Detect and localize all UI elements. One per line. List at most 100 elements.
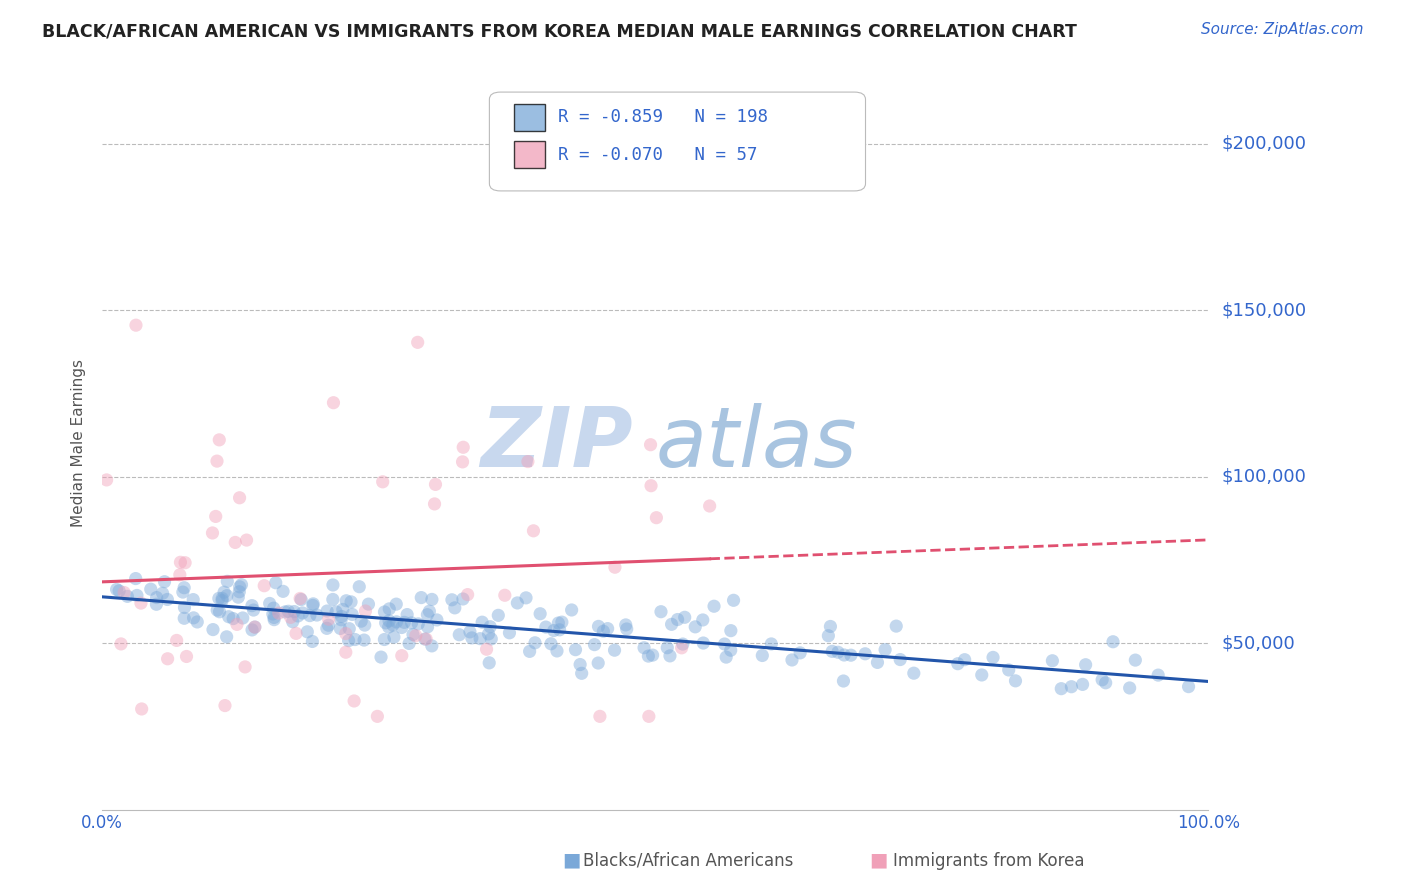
Point [673, 610, 696, 624]
Point [302, 599, 325, 613]
Point [232, 611, 254, 625]
Point [240, 623, 263, 637]
Point [330, 609, 353, 624]
Point [357, 597, 380, 611]
Point [214, 698, 236, 713]
Point [889, 652, 911, 666]
Point [277, 604, 299, 618]
Point [1040, 654, 1063, 668]
Point [821, 644, 844, 658]
Point [475, 642, 498, 657]
Point [169, 567, 191, 582]
Point [325, 605, 347, 619]
Point [156, 652, 179, 666]
Point [571, 666, 593, 681]
Point [382, 630, 405, 644]
Point [592, 624, 614, 639]
Point [461, 631, 484, 645]
Point [215, 630, 238, 644]
Point [524, 636, 547, 650]
Point [391, 648, 413, 663]
Point [370, 650, 392, 665]
Point [641, 648, 664, 662]
Point [263, 613, 285, 627]
Point [228, 580, 250, 594]
Text: $50,000: $50,000 [1222, 634, 1295, 652]
Point [242, 603, 264, 617]
Point [340, 607, 363, 622]
Point [366, 709, 388, 723]
Point [471, 615, 494, 630]
Point [853, 647, 876, 661]
Point [105, 582, 128, 597]
Point [1050, 681, 1073, 696]
FancyBboxPatch shape [489, 92, 866, 191]
Point [616, 622, 638, 636]
Point [401, 615, 423, 630]
Point [243, 620, 266, 634]
Point [561, 603, 583, 617]
Text: atlas: atlas [655, 403, 856, 484]
Point [699, 499, 721, 513]
Point [173, 600, 195, 615]
Point [586, 656, 609, 670]
Point [420, 592, 443, 607]
Point [330, 613, 353, 627]
Point [335, 645, 357, 659]
Point [479, 620, 502, 634]
Point [411, 591, 433, 605]
Point [780, 653, 803, 667]
Point [426, 613, 449, 627]
Point [231, 577, 253, 591]
Point [405, 629, 427, 643]
Point [588, 619, 610, 633]
Point [211, 591, 233, 606]
Point [211, 593, 233, 607]
Text: Blacks/African Americans: Blacks/African Americans [583, 852, 794, 870]
Point [637, 709, 659, 723]
Point [953, 653, 976, 667]
Point [125, 589, 148, 603]
Point [322, 592, 344, 607]
Point [789, 646, 811, 660]
Text: $200,000: $200,000 [1222, 135, 1306, 153]
Point [349, 580, 371, 594]
Point [224, 535, 246, 549]
Point [820, 619, 842, 633]
Point [235, 533, 257, 547]
Point [875, 642, 897, 657]
Point [603, 560, 626, 574]
Point [318, 612, 340, 626]
Point [217, 574, 239, 589]
Text: Source: ZipAtlas.com: Source: ZipAtlas.com [1201, 22, 1364, 37]
Point [125, 318, 148, 333]
Point [402, 627, 425, 641]
Point [337, 633, 360, 648]
Point [564, 642, 586, 657]
Point [208, 433, 231, 447]
Point [305, 608, 328, 623]
FancyBboxPatch shape [513, 103, 544, 131]
Point [315, 621, 337, 635]
Point [332, 602, 354, 616]
Point [415, 632, 437, 646]
Point [316, 604, 339, 618]
Point [903, 666, 925, 681]
Point [108, 583, 131, 598]
Point [1074, 657, 1097, 672]
Point [827, 645, 849, 659]
Point [603, 643, 626, 657]
Point [551, 615, 574, 629]
Point [720, 624, 742, 638]
FancyBboxPatch shape [513, 141, 544, 169]
Point [692, 636, 714, 650]
Point [186, 615, 208, 629]
Point [543, 624, 565, 638]
Point [201, 623, 224, 637]
Text: R = -0.859   N = 198: R = -0.859 N = 198 [558, 109, 768, 127]
Point [534, 620, 557, 634]
Point [377, 620, 399, 634]
Point [156, 592, 179, 607]
Point [337, 622, 360, 636]
Point [416, 607, 439, 622]
